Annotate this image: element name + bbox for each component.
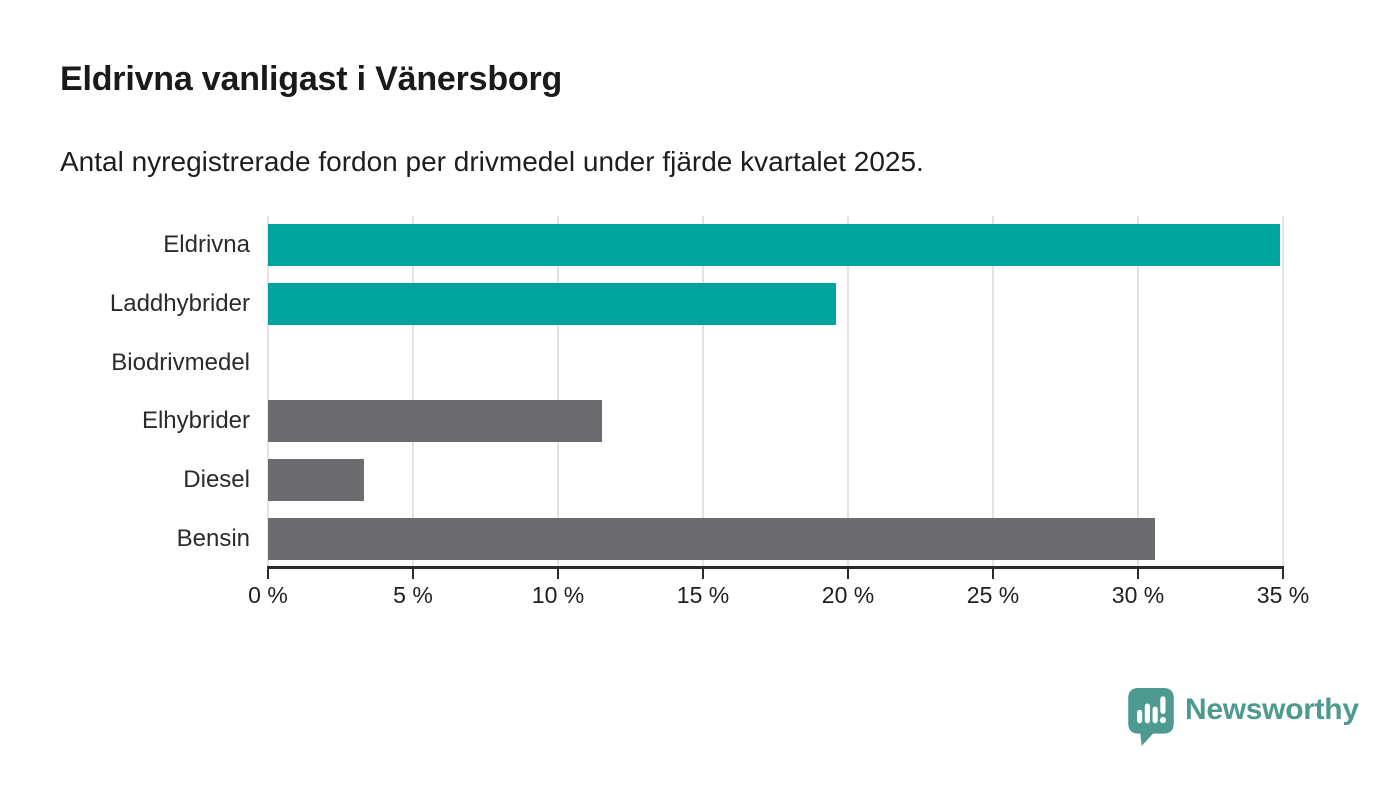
- newsworthy-icon: [1128, 688, 1174, 746]
- newsworthy-wordmark: Newsworthy: [1185, 693, 1359, 726]
- category-label: Bensin: [176, 524, 250, 552]
- category-label: Elhybrider: [141, 407, 250, 435]
- bar: [268, 400, 602, 443]
- x-tick-label: 5 %: [393, 582, 433, 608]
- gridline: [557, 216, 559, 568]
- gridline: [267, 216, 269, 568]
- gridline: [847, 216, 849, 568]
- chart-subtitle: Antal nyregistrerade fordon per drivmede…: [60, 146, 924, 177]
- x-tick: [412, 566, 414, 579]
- gridline: [412, 216, 414, 568]
- x-tick-label: 15 %: [676, 582, 730, 608]
- x-tick: [992, 566, 994, 579]
- category-labels: Eldrivna Laddhybrider Biodrivmedel Elhybrid…: [0, 216, 250, 568]
- category-label: Eldrivna: [163, 231, 250, 259]
- gridline: [1137, 216, 1139, 568]
- x-axis-line: [268, 566, 1283, 569]
- x-tick: [1282, 566, 1284, 579]
- x-tick-label: 25 %: [966, 582, 1020, 608]
- category-label: Laddhybrider: [109, 289, 250, 317]
- x-tick: [1137, 566, 1139, 579]
- x-tick-label: 35 %: [1256, 582, 1310, 608]
- x-tick: [557, 566, 559, 579]
- bar: [268, 517, 1156, 560]
- bar: [268, 459, 364, 501]
- plot-area: [267, 216, 1284, 579]
- chart-title: Eldrivna vanligast i Vänersborg: [60, 60, 563, 98]
- x-tick-label: 30 %: [1111, 582, 1165, 608]
- bar: [268, 283, 837, 325]
- gridline: [992, 216, 994, 568]
- newsworthy-logo: Newsworthy: [1128, 688, 1359, 746]
- bar: [268, 224, 1281, 267]
- x-tick-label: 10 %: [531, 582, 585, 608]
- x-tick: [702, 566, 704, 579]
- category-label: Diesel: [183, 465, 250, 493]
- x-tick: [847, 566, 849, 579]
- x-tick-label: 20 %: [821, 582, 875, 608]
- x-tick: [267, 566, 269, 579]
- gridline: [1282, 216, 1284, 568]
- category-label: Biodrivmedel: [111, 348, 250, 376]
- bar-chart: Eldrivna Laddhybrider Biodrivmedel Elhybrid…: [0, 216, 1400, 636]
- gridline: [702, 216, 704, 568]
- x-tick-labels: 0 % 5 % 10 % 15 % 20 % 25 % 30 % 35 %: [248, 582, 1309, 616]
- x-tick-label: 0 %: [248, 582, 288, 608]
